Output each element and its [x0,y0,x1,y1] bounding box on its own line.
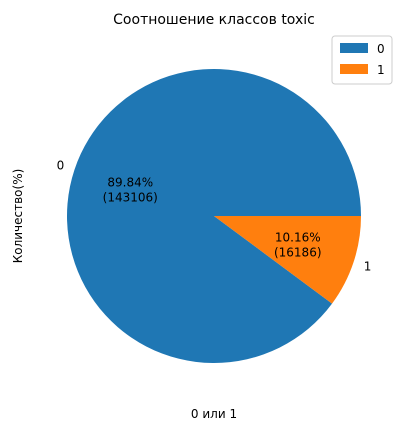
pie-slice-0 [66,68,361,363]
slice-count-label-0: (143106) [103,190,158,204]
pie-slice-1 [214,216,361,304]
slice-category-label-0: 0 [57,158,65,172]
legend-label-1: 1 [377,63,385,77]
slice-count-label-1: (16186) [274,246,322,260]
pie-labels: 89.84%(143106) 0 10.16%(16186) 1 [57,158,372,273]
y-axis-label: Количество(%) [11,169,25,264]
slice-percent-label-0: 89.84% [107,175,153,189]
legend-swatch-0 [340,43,368,53]
slice-category-label-1: 1 [364,260,372,274]
legend: 01 [331,35,393,85]
legend-swatch-1 [340,64,368,74]
slice-percent-label-1: 10.16% [275,231,321,245]
chart-title: Соотношение классов toxic [113,12,315,28]
x-axis-label: 0 или 1 [191,407,237,421]
pie-slices [66,68,361,363]
legend-label-0: 0 [377,42,385,56]
